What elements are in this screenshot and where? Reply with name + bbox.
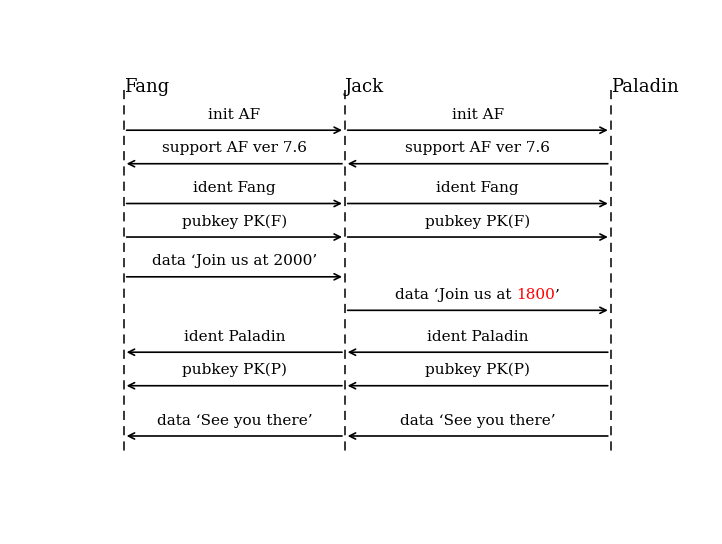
Text: support AF ver 7.6: support AF ver 7.6: [405, 141, 550, 156]
Text: data ‘Join us at 2000’: data ‘Join us at 2000’: [152, 255, 317, 268]
Text: pubkey PK(P): pubkey PK(P): [182, 363, 287, 378]
Text: pubkey PK(F): pubkey PK(F): [182, 214, 287, 228]
Text: pubkey PK(P): pubkey PK(P): [425, 363, 530, 378]
Text: ident Fang: ident Fang: [436, 181, 519, 195]
Text: ident Paladin: ident Paladin: [427, 330, 529, 344]
Text: init AF: init AF: [452, 108, 504, 122]
Text: Paladin: Paladin: [611, 78, 679, 96]
Text: Jack: Jack: [345, 78, 384, 96]
Text: ’: ’: [555, 288, 560, 302]
Text: init AF: init AF: [208, 108, 261, 122]
Text: data ‘See you there’: data ‘See you there’: [157, 413, 312, 428]
Text: data ‘See you there’: data ‘See you there’: [400, 413, 555, 428]
Text: Fang: Fang: [124, 78, 169, 96]
Text: data ‘Join us at: data ‘Join us at: [395, 288, 516, 302]
Text: pubkey PK(F): pubkey PK(F): [425, 214, 531, 228]
Text: 1800: 1800: [516, 288, 555, 302]
Text: ident Paladin: ident Paladin: [183, 330, 285, 344]
Text: ident Fang: ident Fang: [193, 181, 276, 195]
Text: support AF ver 7.6: support AF ver 7.6: [162, 141, 307, 156]
